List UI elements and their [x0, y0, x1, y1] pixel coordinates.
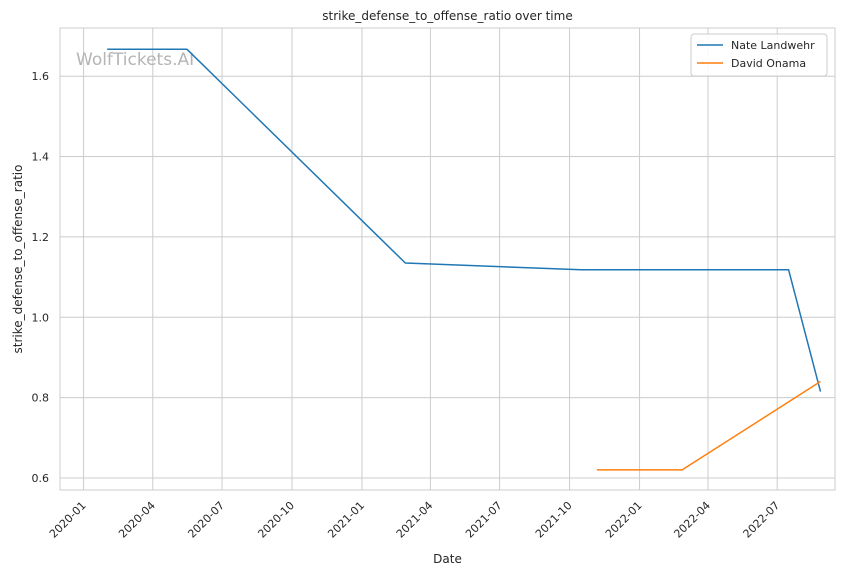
series-lines: [107, 48, 822, 471]
legend-label: David Onama: [731, 57, 806, 70]
series-line-nate-landwehr: [107, 48, 822, 392]
y-tick-label: 1.4: [32, 151, 50, 164]
chart-title: strike_defense_to_offense_ratio over tim…: [322, 9, 572, 23]
x-axis-title: Date: [433, 552, 462, 566]
plot-area-frame: [59, 27, 836, 491]
y-tick-labels: 0.6 0.8 1.0 1.2 1.4 1.6: [32, 70, 50, 485]
y-axis-title: strike_defense_to_offense_ratio: [11, 165, 25, 354]
y-tick-label: 1.0: [32, 311, 50, 324]
watermark-text: WolfTickets.AI: [76, 50, 194, 70]
y-tick-label: 0.8: [32, 392, 50, 405]
y-gridlines: [60, 75, 835, 479]
legend: Nate Landwehr David Onama: [690, 33, 828, 77]
x-gridlines: [83, 28, 778, 490]
y-tick-label: 1.6: [32, 70, 50, 83]
legend-label: Nate Landwehr: [731, 39, 815, 52]
y-tick-label: 1.2: [32, 231, 50, 244]
series-line-david-onama: [596, 380, 821, 471]
legend-box: [690, 33, 828, 77]
y-tick-label: 0.6: [32, 472, 50, 485]
